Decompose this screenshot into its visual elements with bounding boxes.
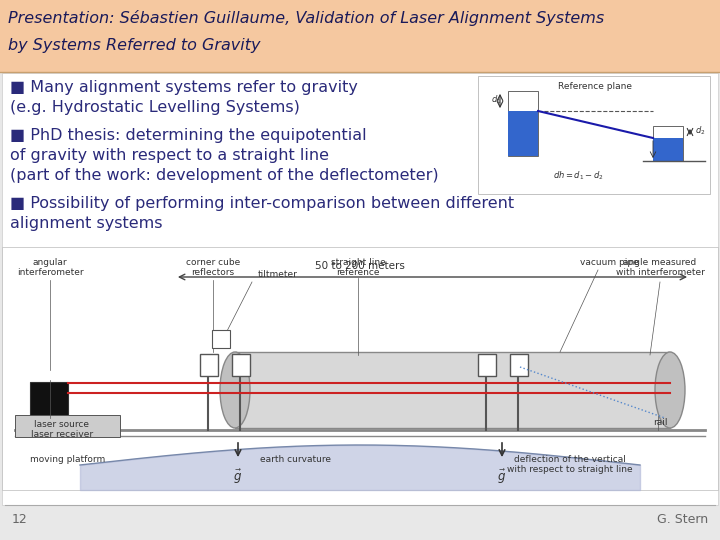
Text: ■ Possibility of performing inter-comparison between different: ■ Possibility of performing inter-compar… xyxy=(10,196,514,211)
Bar xyxy=(653,138,683,161)
Bar xyxy=(232,354,250,376)
Bar xyxy=(508,111,538,156)
Text: alignment systems: alignment systems xyxy=(10,216,163,231)
Bar xyxy=(2,247,718,490)
Text: ■ Many alignment systems refer to gravity: ■ Many alignment systems refer to gravit… xyxy=(10,80,358,95)
Bar xyxy=(478,354,496,376)
Text: deflection of the vertical
with respect to straight line: deflection of the vertical with respect … xyxy=(507,455,633,475)
Text: corner cube
reflectors: corner cube reflectors xyxy=(186,258,240,278)
Text: straight line
reference: straight line reference xyxy=(330,258,385,278)
Bar xyxy=(653,126,683,161)
Text: $\vec{g}$: $\vec{g}$ xyxy=(498,468,507,486)
Bar xyxy=(200,354,218,376)
Bar xyxy=(478,76,710,194)
Bar xyxy=(30,382,68,420)
Text: (e.g. Hydrostatic Levelling Systems): (e.g. Hydrostatic Levelling Systems) xyxy=(10,100,300,115)
Text: by Systems Referred to Gravity: by Systems Referred to Gravity xyxy=(8,38,261,53)
Text: angle measured
with interferometer: angle measured with interferometer xyxy=(616,258,704,278)
Text: rail: rail xyxy=(653,418,667,427)
Bar xyxy=(508,91,538,156)
Text: vacuum pipe: vacuum pipe xyxy=(580,258,639,267)
Text: Presentation: Sébastien Guillaume, Validation of Laser Alignment Systems: Presentation: Sébastien Guillaume, Valid… xyxy=(8,10,604,26)
Text: ■ PhD thesis: determining the equipotential: ■ PhD thesis: determining the equipotent… xyxy=(10,128,366,143)
Text: 50 to 200 meters: 50 to 200 meters xyxy=(315,261,405,271)
Text: tiltmeter: tiltmeter xyxy=(258,270,298,279)
Text: earth curvature: earth curvature xyxy=(259,455,330,464)
Text: angular
interferometer: angular interferometer xyxy=(17,258,84,278)
Bar xyxy=(0,0,720,72)
Text: G. Stern: G. Stern xyxy=(657,513,708,526)
Text: $d_1$: $d_1$ xyxy=(491,94,501,106)
Bar xyxy=(235,352,670,428)
Text: 12: 12 xyxy=(12,513,28,526)
Bar xyxy=(212,330,230,348)
Text: $dh=d_1-d_2$: $dh=d_1-d_2$ xyxy=(552,170,603,183)
Text: $\vec{g}$: $\vec{g}$ xyxy=(233,468,243,486)
Text: (part of the work: development of the deflectometer): (part of the work: development of the de… xyxy=(10,168,438,183)
Bar xyxy=(510,354,528,376)
Text: of gravity with respect to a straight line: of gravity with respect to a straight li… xyxy=(10,148,329,163)
Ellipse shape xyxy=(220,352,250,428)
Text: $d_2$: $d_2$ xyxy=(695,125,706,137)
Ellipse shape xyxy=(655,352,685,428)
Bar xyxy=(15,415,120,437)
Text: moving platform: moving platform xyxy=(30,455,106,464)
Text: laser source
laser receiver: laser source laser receiver xyxy=(31,420,93,440)
Bar xyxy=(2,73,718,505)
Text: Reference plane: Reference plane xyxy=(558,82,632,91)
